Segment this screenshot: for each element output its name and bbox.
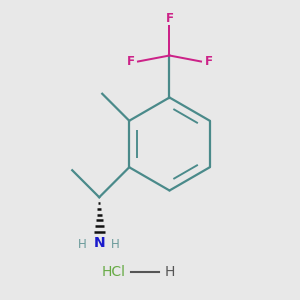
- Text: F: F: [205, 55, 212, 68]
- Text: H: H: [164, 265, 175, 278]
- Text: F: F: [127, 55, 134, 68]
- Text: H: H: [111, 238, 120, 251]
- Text: N: N: [93, 236, 105, 250]
- Text: F: F: [166, 11, 173, 25]
- Text: HCl: HCl: [102, 265, 126, 278]
- Text: H: H: [78, 238, 87, 251]
